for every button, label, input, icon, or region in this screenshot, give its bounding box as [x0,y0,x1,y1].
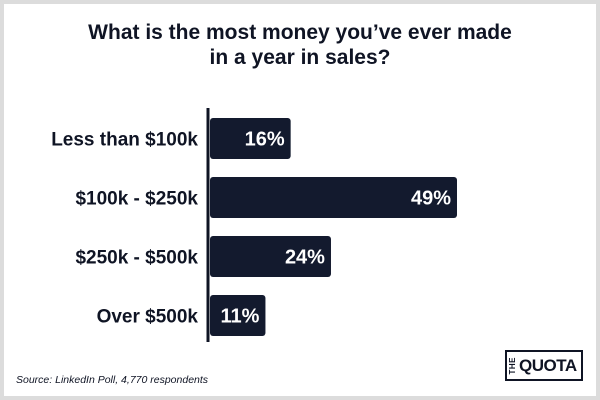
chart-title: What is the most money you’ve ever made … [0,20,600,70]
the-quota-logo: THE QUOTA [505,350,583,381]
bar-0 [210,118,291,159]
category-label-1: $100k - $250k [75,189,198,210]
bar-3 [210,295,266,336]
logo-the-text: THE [508,356,517,375]
category-label-0: Less than $100k [51,130,198,151]
category-label-2: $250k - $500k [75,248,198,269]
data-label-2: 24% [285,247,325,269]
chart-title-line-1: What is the most money you’ve ever made [88,21,512,44]
data-label-1: 49% [411,188,451,210]
bar-1 [210,177,457,218]
chart-title-line-2: in a year in sales? [209,46,391,69]
bar-2 [210,236,331,277]
logo-quota-text: QUOTA [519,355,577,375]
data-label-3: 11% [221,306,260,328]
category-label-3: Over $500k [97,307,199,328]
source-note: Source: LinkedIn Poll, 4,770 respondents [16,374,209,386]
data-label-0: 16% [245,129,285,151]
